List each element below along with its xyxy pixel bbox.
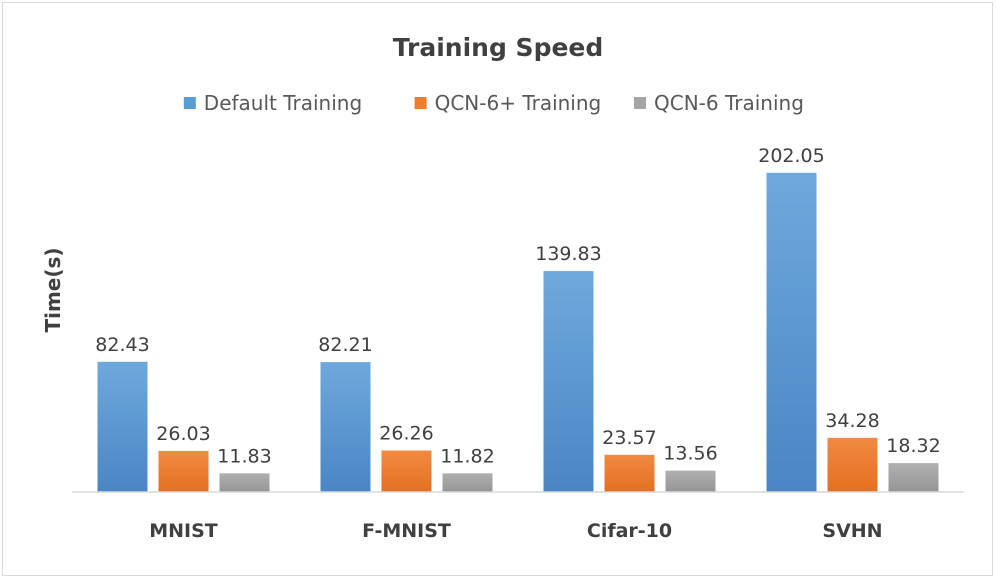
legend-swatch-qcn-6-training [634, 97, 646, 109]
bar-default-training-cifar-10 [543, 271, 594, 492]
data-label-qcn-6-training-cifar-10: 13.56 [663, 443, 717, 465]
bar-qcn-6-training-cifar-10 [665, 470, 716, 492]
bars-group [97, 172, 939, 493]
category-label-cifar-10: Cifar-10 [587, 520, 672, 542]
data-label-qcn-6-training-svhn: 18.32 [886, 435, 940, 457]
data-label-qcn-6-training-mnist: 11.83 [217, 445, 271, 467]
data-label-default-training-mnist: 82.43 [95, 334, 149, 356]
data-label-qcn-6-training-f-mnist: 11.82 [440, 445, 494, 467]
legend-swatch-qcn-6-training [414, 97, 427, 109]
bar-default-training-mnist [97, 361, 148, 492]
category-label-svhn: SVHN [822, 520, 882, 542]
bar-qcn-6-training-svhn [827, 437, 878, 492]
chart-title: Training Speed [393, 33, 604, 62]
bar-qcn-6-training-svhn [888, 463, 939, 492]
data-label-default-training-svhn: 202.05 [758, 145, 824, 167]
category-label-mnist: MNIST [149, 520, 218, 542]
data-label-qcn-6-training-svhn: 34.28 [825, 410, 879, 432]
data-label-default-training-f-mnist: 82.21 [318, 334, 372, 356]
legend-swatch-default-training [183, 97, 196, 109]
legend-label-qcn-6-training: QCN-6+ Training [435, 91, 602, 115]
legend: Default Training QCN-6+ Training QCN-6 Tra… [183, 91, 804, 115]
bar-qcn-6-training-f-mnist [442, 473, 493, 492]
data-label-qcn-6-training-f-mnist: 26.26 [379, 423, 433, 445]
bar-qcn-6-training-f-mnist [381, 450, 432, 492]
data-label-qcn-6-training-cifar-10: 23.57 [602, 427, 656, 449]
bar-qcn-6-training-mnist [158, 450, 209, 492]
legend-label-default-training: Default Training [204, 91, 362, 115]
bar-default-training-f-mnist [320, 362, 371, 492]
data-label-default-training-cifar-10: 139.83 [535, 243, 601, 265]
data-label-qcn-6-training-mnist: 26.03 [156, 423, 210, 445]
bar-qcn-6-training-cifar-10 [604, 454, 655, 492]
legend-label-qcn-6-training: QCN-6 Training [654, 91, 804, 115]
bar-default-training-svhn [766, 172, 817, 493]
category-label-f-mnist: F-MNIST [362, 520, 451, 542]
data-labels-group: 82.43 26.03 11.83 82.21 26.26 11.82 139.83 23.5… [95, 145, 940, 467]
y-axis-label: Time(s) [41, 247, 65, 332]
category-labels-group: MNIST F-MNIST Cifar-10 SVHN [149, 520, 882, 542]
bar-qcn-6-training-mnist [219, 473, 270, 492]
